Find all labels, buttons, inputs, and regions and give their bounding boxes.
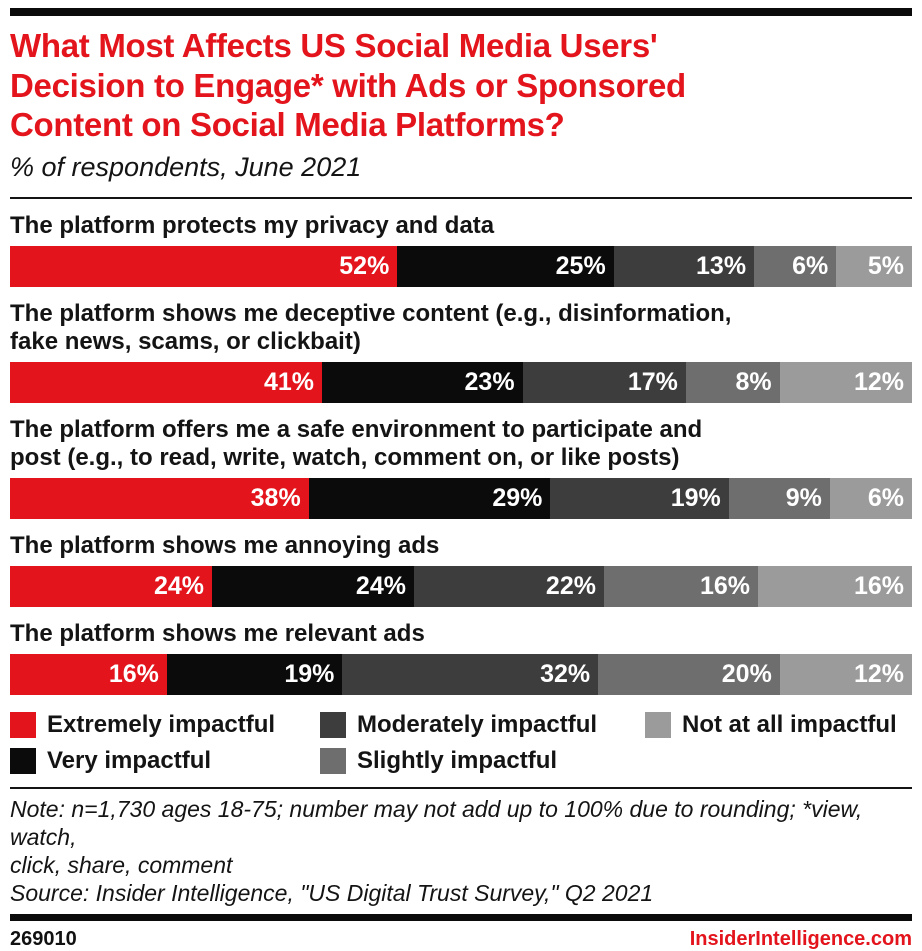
segment-value: 6% xyxy=(792,251,829,280)
legend-swatch-icon xyxy=(320,711,346,738)
legend-item-very-impactful: Very impactful xyxy=(10,747,320,775)
chart-id: 269010 xyxy=(10,927,77,950)
legend-label: Very impactful xyxy=(47,746,212,774)
segment-value: 24% xyxy=(355,571,406,600)
segment-value: 17% xyxy=(627,367,678,396)
segment-value: 23% xyxy=(464,367,515,396)
legend-swatch-icon xyxy=(10,747,36,774)
bar-segment-slightly-impactful: 8% xyxy=(685,361,780,403)
bar-segment-slightly-impactful: 6% xyxy=(754,245,837,287)
bar-segment-extremely-impactful: 52% xyxy=(10,245,398,287)
category-label: The platform shows me deceptive content … xyxy=(10,299,732,355)
segment-value: 22% xyxy=(545,571,596,600)
brand-link[interactable]: InsiderIntelligence.com xyxy=(689,927,912,950)
source-text: Source: Insider Intelligence, "US Digita… xyxy=(10,879,654,906)
bar-segment-extremely-impactful: 38% xyxy=(10,477,309,519)
segment-value: 16% xyxy=(853,571,904,600)
segment-value: 12% xyxy=(853,659,905,688)
segment-value: 19% xyxy=(284,659,335,688)
bottom-rule xyxy=(10,913,912,921)
bar-segment-very-impactful: 25% xyxy=(397,245,614,287)
category-label: The platform offers me a safe environmen… xyxy=(10,415,703,471)
bar-segment-not-at-all-impactful: 12% xyxy=(779,361,913,403)
category-label: The platform protects my privacy and dat… xyxy=(10,211,495,239)
bar-segment-moderately-impactful: 13% xyxy=(613,245,755,287)
bar-segment-very-impactful: 24% xyxy=(211,565,414,607)
chart-row: The platform shows me relevant ads 16% 19%… xyxy=(10,619,913,695)
legend-item-moderately-impactful: Moderately impactful xyxy=(320,711,645,739)
chart-row: The platform shows me deceptive content … xyxy=(10,299,913,403)
stacked-bar: 16% 19% 32% 20% 12% xyxy=(10,653,913,695)
chart-page: What Most Affects US Social Media Users'… xyxy=(0,8,922,951)
segment-value: 13% xyxy=(696,251,747,280)
legend-swatch-icon xyxy=(320,747,346,774)
page-subtitle: % of respondents, June 2021 xyxy=(10,151,362,182)
footer: 269010 InsiderIntelligence.com xyxy=(10,928,912,951)
legend-item-extremely-impactful: Extremely impactful xyxy=(10,711,320,739)
bar-segment-not-at-all-impactful: 5% xyxy=(836,245,912,287)
legend-label: Not at all impactful xyxy=(682,710,897,738)
segment-value: 6% xyxy=(867,483,904,512)
stacked-bar: 52% 25% 13% 6% 5% xyxy=(10,245,912,287)
legend-swatch-icon xyxy=(645,711,671,738)
bar-segment-not-at-all-impactful: 12% xyxy=(779,653,913,695)
segment-value: 5% xyxy=(867,251,904,280)
top-rule xyxy=(10,8,912,16)
segment-value: 24% xyxy=(153,571,204,600)
segment-value: 38% xyxy=(250,483,301,512)
chart-row: The platform shows me annoying ads 24% 24%… xyxy=(10,532,912,607)
stacked-bar: 24% 24% 22% 16% 16% xyxy=(10,565,912,607)
segment-value: 19% xyxy=(670,483,721,512)
stacked-bar: 41% 23% 17% 8% 12% xyxy=(10,361,913,403)
bar-segment-very-impactful: 29% xyxy=(308,477,551,519)
bar-segment-moderately-impactful: 19% xyxy=(550,477,729,519)
bar-segment-extremely-impactful: 41% xyxy=(10,361,323,403)
bar-segment-very-impactful: 19% xyxy=(166,653,343,695)
legend-label: Extremely impactful xyxy=(47,710,276,738)
segment-value: 16% xyxy=(108,659,159,688)
stacked-bar: 38% 29% 19% 9% 6% xyxy=(10,477,912,519)
legend-label: Slightly impactful xyxy=(357,746,558,774)
bar-segment-moderately-impactful: 32% xyxy=(342,653,599,695)
bar-segment-moderately-impactful: 22% xyxy=(413,565,604,607)
chart-rows: The platform protects my privacy and dat… xyxy=(10,212,913,695)
bar-segment-not-at-all-impactful: 6% xyxy=(829,477,912,519)
bar-segment-slightly-impactful: 20% xyxy=(598,653,780,695)
legend-swatch-icon xyxy=(10,711,36,738)
segment-value: 12% xyxy=(853,367,905,396)
segment-value: 52% xyxy=(339,251,390,280)
legend-item-not-at-all-impactful: Not at all impactful xyxy=(645,711,912,739)
segment-value: 41% xyxy=(263,367,315,396)
bar-segment-slightly-impactful: 9% xyxy=(728,477,830,519)
bar-segment-slightly-impactful: 16% xyxy=(603,565,758,607)
segment-value: 9% xyxy=(785,483,822,512)
page-title: What Most Affects US Social Media Users'… xyxy=(10,27,686,144)
legend-item-slightly-impactful: Slightly impactful xyxy=(320,747,645,775)
note-text: Note: n=1,730 ages 18-75; number may not… xyxy=(10,795,863,878)
bar-segment-extremely-impactful: 16% xyxy=(10,653,167,695)
segment-value: 25% xyxy=(555,251,606,280)
segment-value: 29% xyxy=(492,483,543,512)
bar-segment-extremely-impactful: 24% xyxy=(10,565,212,607)
bar-segment-moderately-impactful: 17% xyxy=(522,361,686,403)
segment-value: 8% xyxy=(735,367,772,396)
segment-value: 32% xyxy=(540,659,591,688)
bar-segment-very-impactful: 23% xyxy=(322,361,523,403)
segment-value: 20% xyxy=(721,659,772,688)
chart-row: The platform protects my privacy and dat… xyxy=(10,212,912,287)
category-label: The platform shows me relevant ads xyxy=(10,619,425,647)
header-divider xyxy=(10,196,912,199)
chart-row: The platform offers me a safe environmen… xyxy=(10,416,912,519)
legend: Extremely impactful Moderately impactful N… xyxy=(10,711,912,775)
legend-label: Moderately impactful xyxy=(357,710,598,738)
note-divider xyxy=(10,786,912,789)
category-label: The platform shows me annoying ads xyxy=(10,531,440,559)
segment-value: 16% xyxy=(699,571,750,600)
bar-segment-not-at-all-impactful: 16% xyxy=(757,565,912,607)
